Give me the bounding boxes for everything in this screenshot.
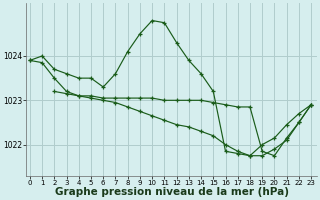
X-axis label: Graphe pression niveau de la mer (hPa): Graphe pression niveau de la mer (hPa) (55, 187, 289, 197)
